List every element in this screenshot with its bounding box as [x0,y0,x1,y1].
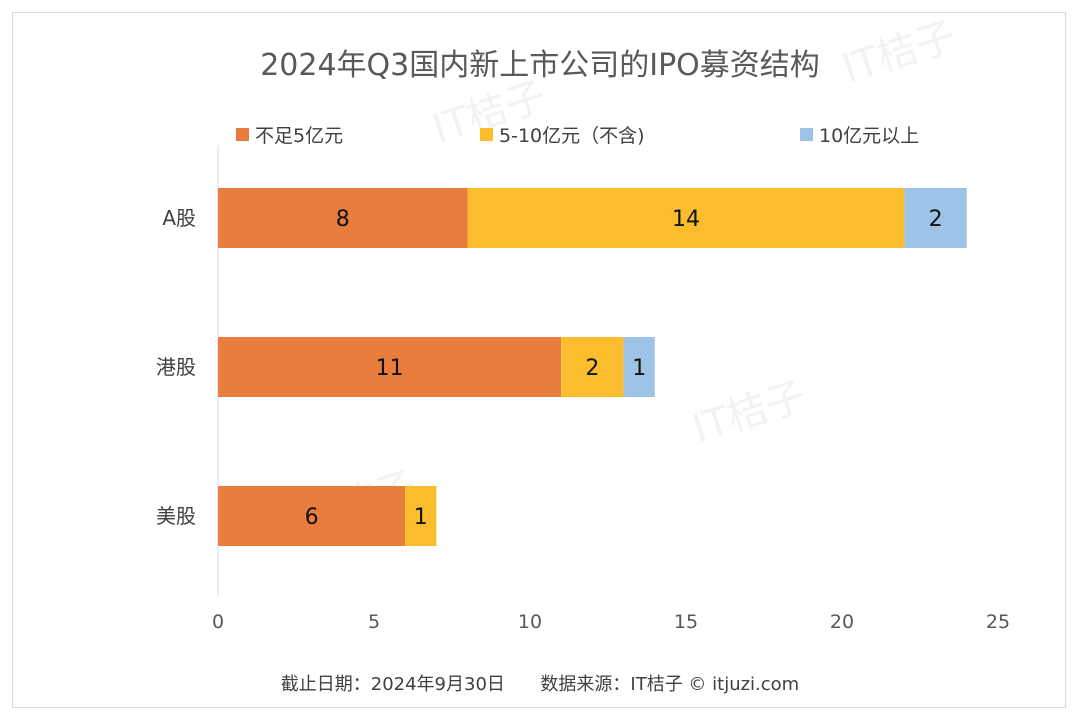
legend-swatch [800,127,813,141]
data-label: 2 [585,356,599,381]
data-label: 8 [336,207,350,232]
bar-segment [904,188,967,248]
category-label: A股 [162,206,196,230]
data-label: 1 [632,356,646,381]
footer-date: 截止日期：2024年9月30日 [280,674,505,695]
legend-swatch [480,127,493,141]
data-label: 11 [376,356,404,381]
bar-segment [467,188,905,248]
data-label: 6 [305,505,319,530]
bar-segment [405,486,437,546]
legend-item-1: 5-10亿元（不含) [480,120,645,148]
x-tick-label: 10 [518,611,542,633]
x-tick-label: 5 [368,611,380,633]
chart-title: 2024年Q3国内新上市公司的IPO募资结构 [260,48,820,83]
bar-segment [218,337,562,397]
data-label: 2 [929,207,943,232]
legend-label: 10亿元以上 [819,124,920,147]
x-tick-label: 25 [986,611,1010,633]
category-label: 港股 [156,355,196,379]
x-tick-label: 20 [830,611,854,633]
data-label: 14 [672,207,700,232]
bar-segment [561,337,624,397]
legend-item-2: 10亿元以上 [800,120,919,148]
x-tick-label: 0 [212,611,224,633]
x-tick-label: 15 [674,611,698,633]
legend-item-0: 不足5亿元 [236,120,343,148]
bar-segment [218,188,468,248]
footer: 截止日期：2024年9月30日 数据来源：IT桔子 © itjuzi.com [0,670,1080,696]
footer-source: 数据来源：IT桔子 © itjuzi.com [540,674,800,695]
legend-label: 5-10亿元（不含) [499,124,645,147]
legend-label: 不足5亿元 [255,124,344,147]
legend-swatch [236,127,249,141]
bar-segment [218,486,406,546]
bar-segment [623,337,655,397]
data-label: 1 [414,505,428,530]
category-label: 美股 [156,504,196,528]
